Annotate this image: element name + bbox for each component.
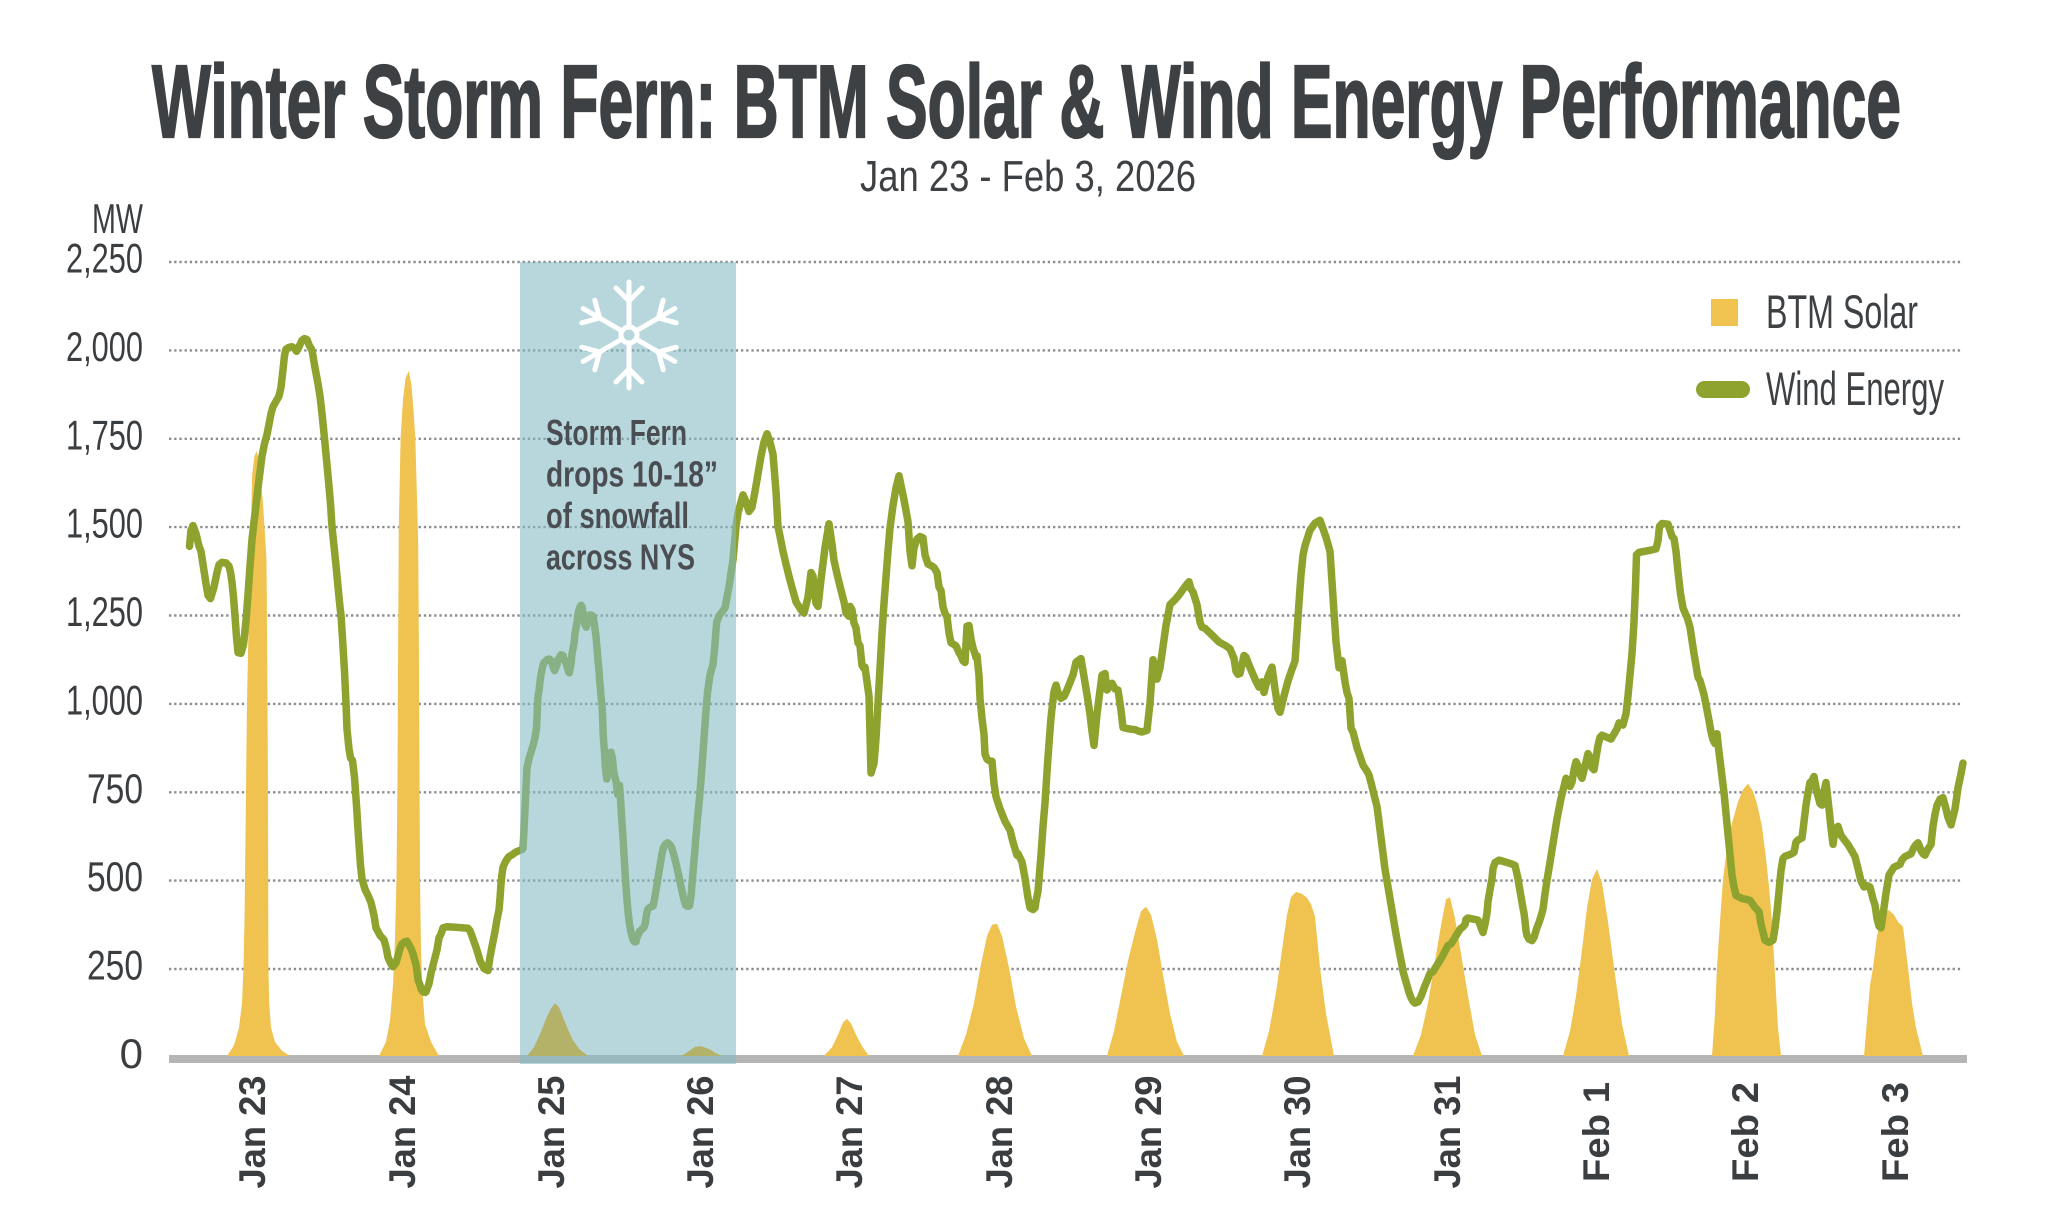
svg-text:0: 0 <box>120 1030 143 1077</box>
svg-text:Jan 23: Jan 23 <box>232 1076 273 1189</box>
svg-text:Feb 2: Feb 2 <box>1725 1082 1766 1182</box>
svg-text:BTM Solar: BTM Solar <box>1766 285 1918 338</box>
svg-text:Jan 30: Jan 30 <box>1277 1076 1318 1189</box>
svg-text:750: 750 <box>87 765 143 812</box>
svg-text:Jan 23 - Feb 3, 2026: Jan 23 - Feb 3, 2026 <box>860 152 1196 201</box>
svg-text:1,500: 1,500 <box>66 500 143 547</box>
svg-text:1,250: 1,250 <box>66 588 143 635</box>
svg-text:Jan 27: Jan 27 <box>829 1076 870 1189</box>
svg-text:Jan 29: Jan 29 <box>1128 1076 1169 1189</box>
svg-text:across NYS: across NYS <box>546 537 695 578</box>
svg-text:Feb 3: Feb 3 <box>1875 1082 1916 1182</box>
svg-text:2,250: 2,250 <box>66 235 143 282</box>
svg-text:500: 500 <box>87 853 143 900</box>
svg-text:MW: MW <box>92 195 143 242</box>
svg-text:drops 10-18”: drops 10-18” <box>546 454 718 495</box>
svg-text:250: 250 <box>87 942 143 989</box>
svg-text:1,000: 1,000 <box>66 676 143 723</box>
svg-text:Wind Energy: Wind Energy <box>1766 362 1944 415</box>
svg-text:Jan 26: Jan 26 <box>680 1076 721 1189</box>
svg-text:Jan 28: Jan 28 <box>979 1076 1020 1189</box>
svg-text:Jan 25: Jan 25 <box>531 1076 572 1189</box>
svg-text:of snowfall: of snowfall <box>546 495 689 536</box>
svg-text:Storm Fern: Storm Fern <box>546 412 687 453</box>
svg-text:2,000: 2,000 <box>66 323 143 370</box>
svg-text:Jan 31: Jan 31 <box>1427 1076 1468 1189</box>
svg-text:Jan 24: Jan 24 <box>382 1075 423 1188</box>
svg-text:Feb 1: Feb 1 <box>1576 1082 1617 1182</box>
svg-text:Winter Storm Fern: BTM Solar &: Winter Storm Fern: BTM Solar & Wind Ener… <box>152 44 1901 159</box>
svg-text:1,750: 1,750 <box>66 411 143 458</box>
